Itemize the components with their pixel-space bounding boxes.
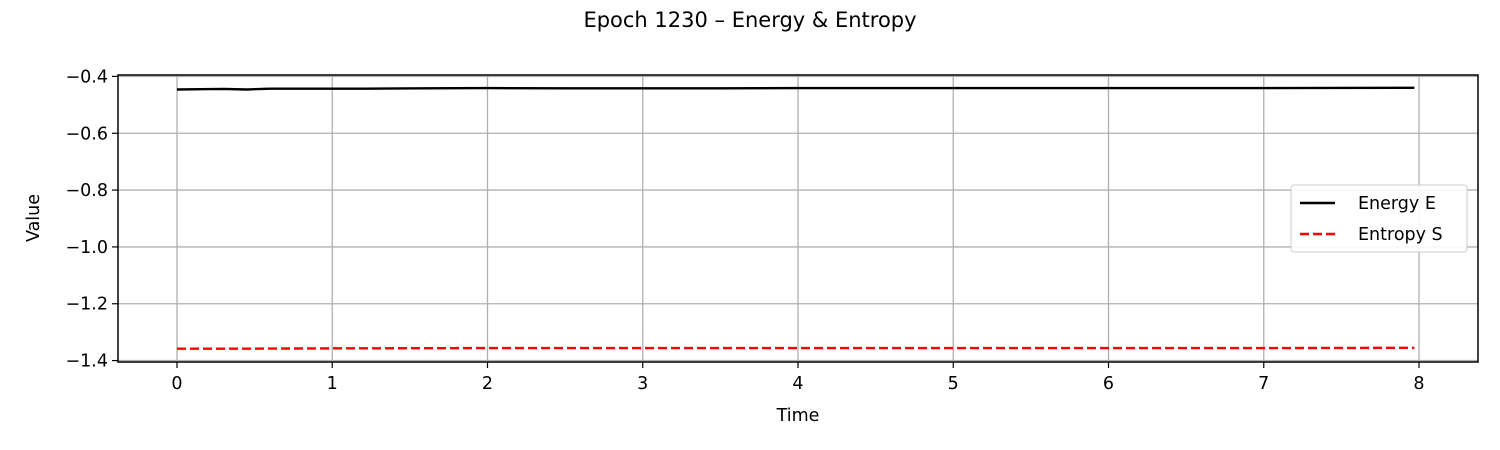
chart-title: Epoch 1230 – Energy & Entropy [583,8,916,32]
y-tick-label: −0.4 [66,67,109,87]
x-tick-label: 3 [637,374,648,394]
legend-box [1290,184,1468,253]
series-line-energy [176,86,1415,91]
x-axis-label: Time [776,406,820,426]
x-tick-label: 8 [1413,374,1424,394]
x-tick-label: 1 [327,374,338,394]
x-tick-label: 5 [948,374,959,394]
y-tick-label: −1.4 [66,352,109,372]
y-tick-label: −0.8 [66,181,109,201]
x-tick-label: 6 [1103,374,1114,394]
legend-label: Entropy S [1358,225,1443,245]
legend-label: Energy E [1358,194,1436,214]
y-tick-label: −1.2 [66,295,109,315]
x-tick-label: 2 [482,374,493,394]
series-line-entropy [177,346,1415,350]
y-axis-label: Value [24,194,44,242]
legend: Energy E Entropy S [1290,184,1468,253]
x-tick-label: 7 [1258,374,1269,394]
y-tick-label: −0.6 [66,124,109,144]
y-tick-label: −1.0 [66,238,109,258]
x-tick-label: 0 [171,374,182,394]
x-tick-label: 4 [792,374,803,394]
